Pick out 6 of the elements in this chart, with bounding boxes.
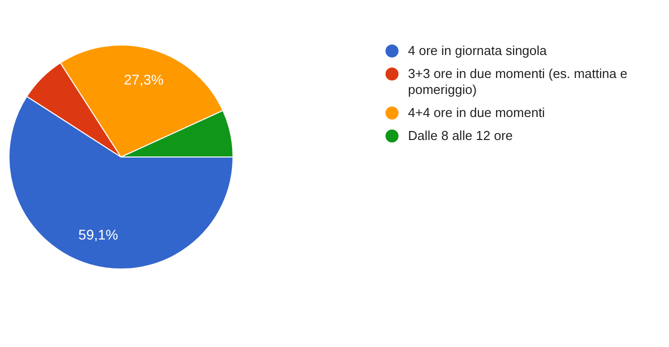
- data-label: 27,3%: [124, 72, 164, 88]
- data-label: 59,1%: [78, 226, 118, 242]
- legend-label: 4 ore in giornata singola: [408, 43, 548, 59]
- legend-label: 3+3 ore in due momenti (es. mattina e pomeriggio): [408, 66, 628, 98]
- legend-label: Dalle 8 alle 12 ore: [408, 128, 514, 144]
- legend-label: 4+4 ore in due momenti: [408, 105, 546, 121]
